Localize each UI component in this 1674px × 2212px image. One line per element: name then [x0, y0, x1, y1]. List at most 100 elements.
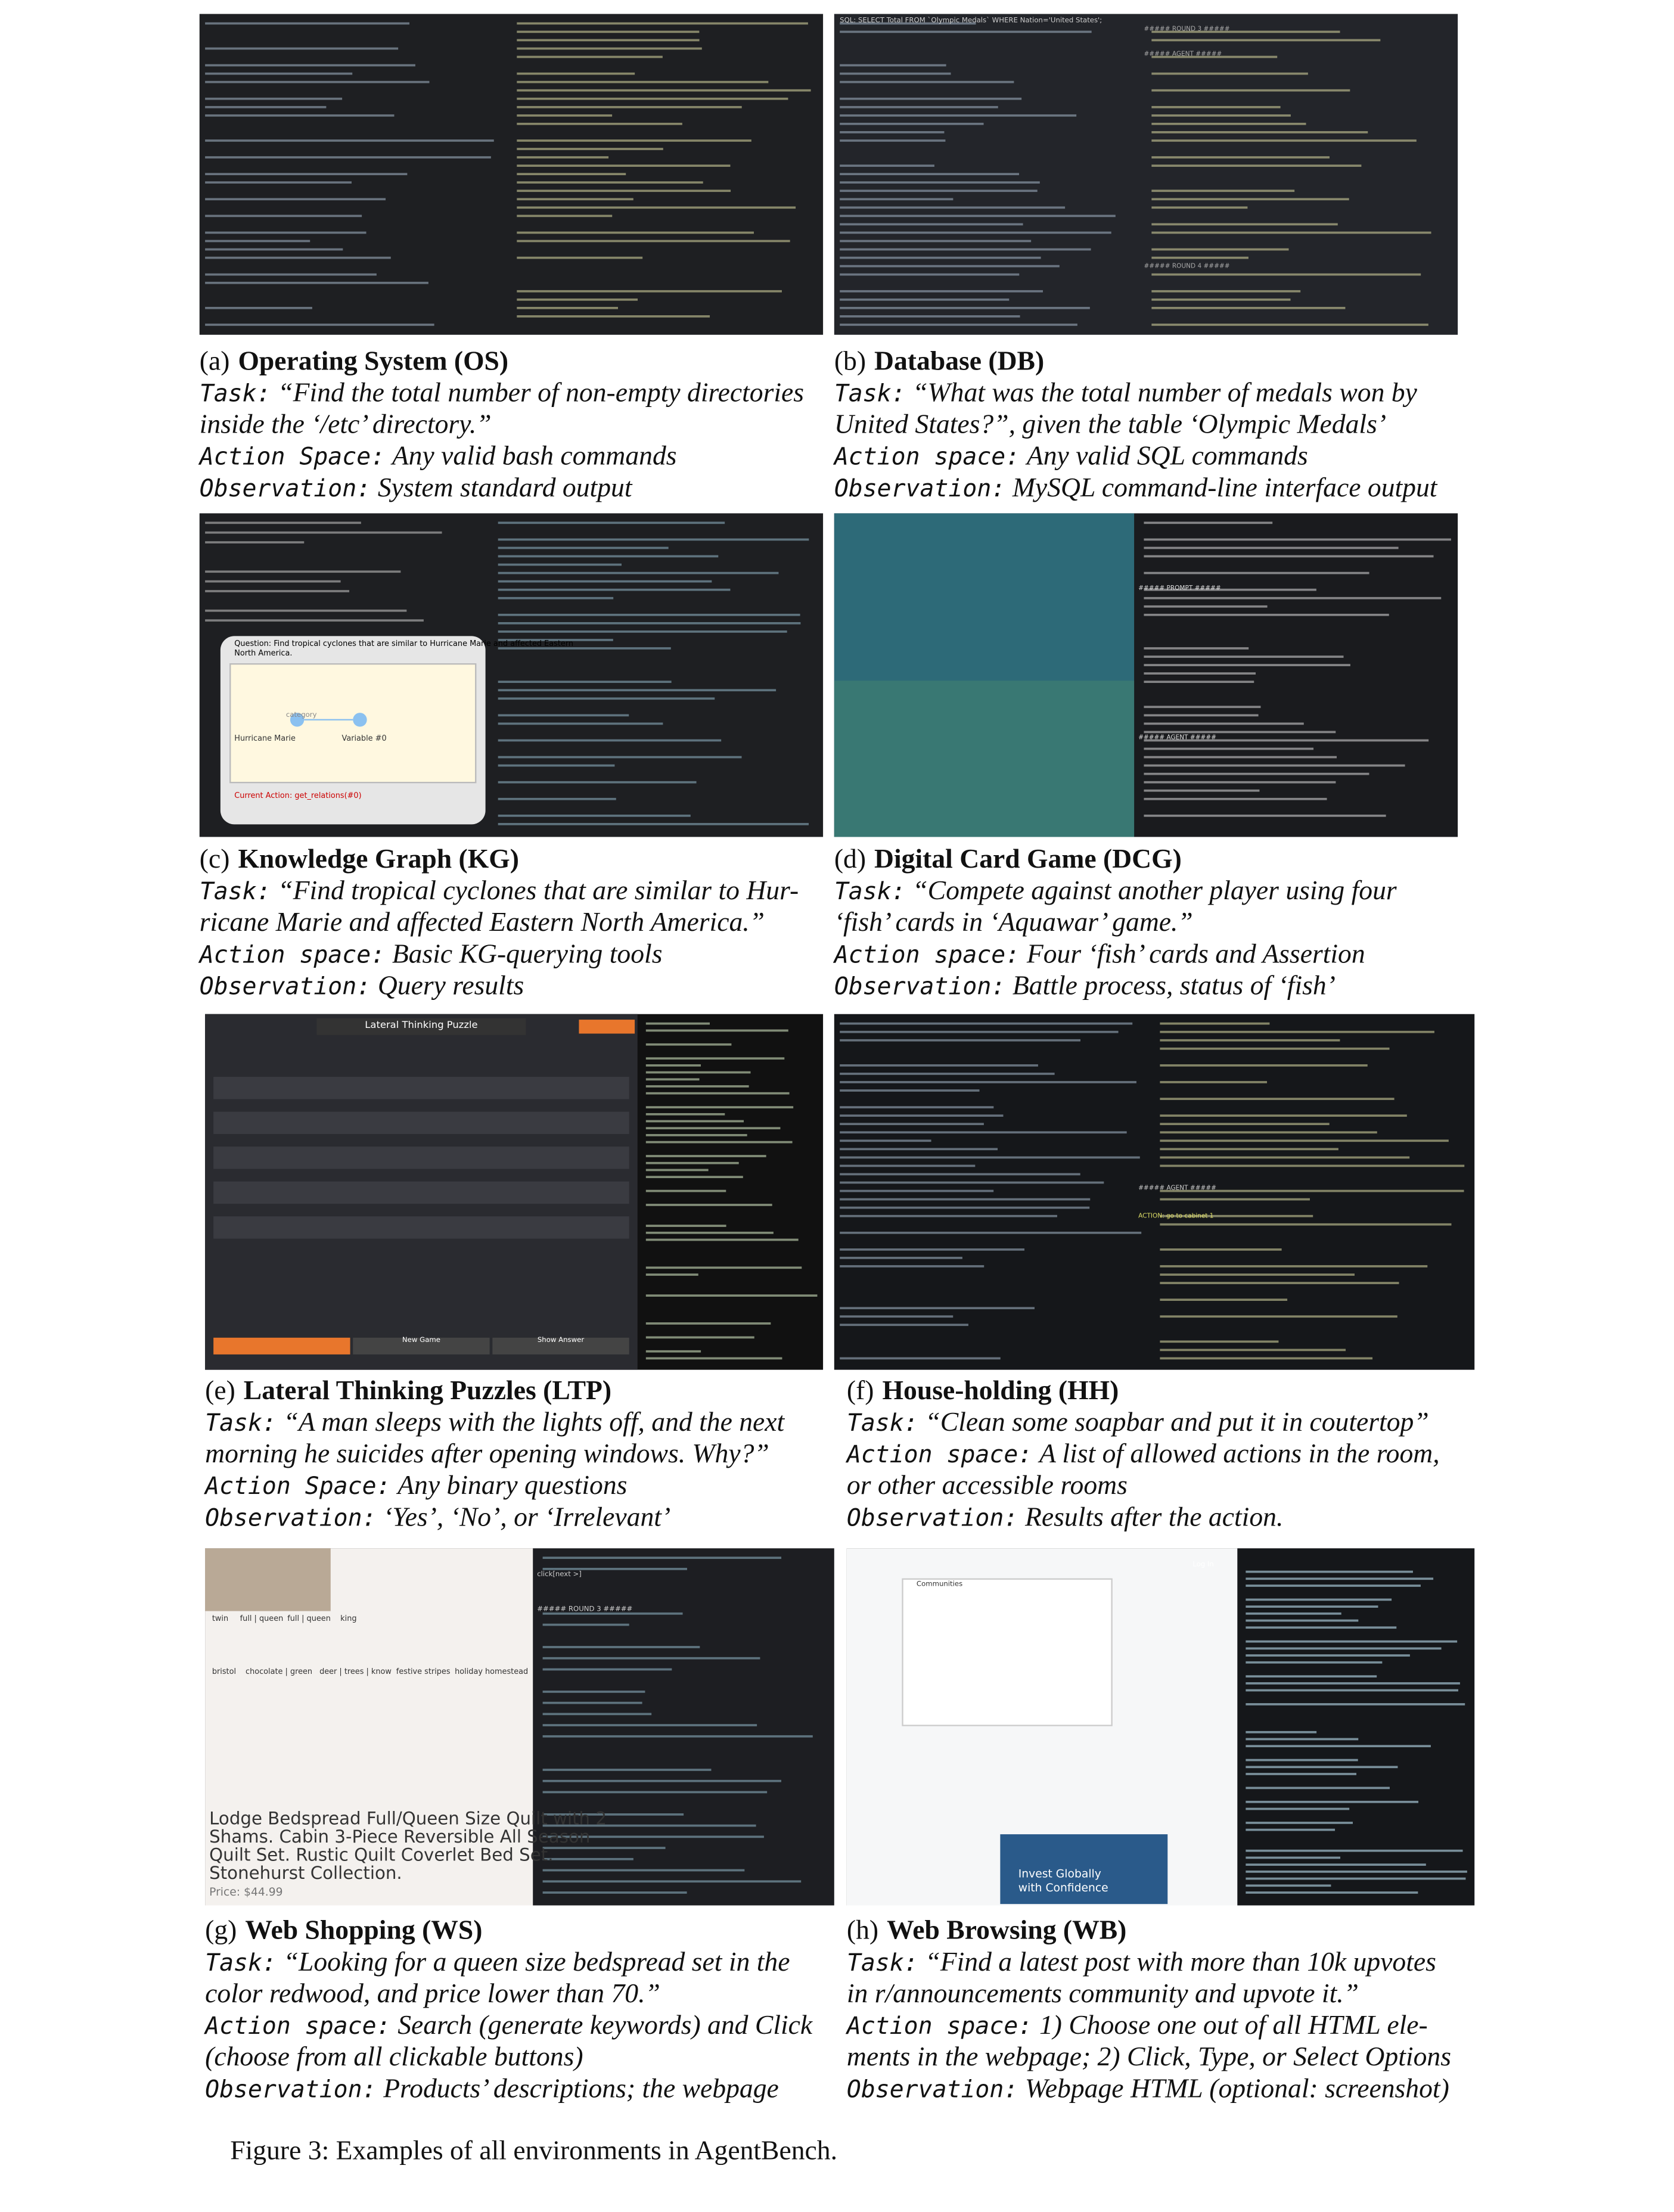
text-line	[840, 298, 1010, 301]
text-line	[517, 240, 790, 243]
text-line	[645, 1120, 744, 1123]
caption-key: Task:	[834, 380, 906, 407]
text-line	[1144, 521, 1273, 524]
text-line	[840, 231, 1111, 234]
screen-text: ##### AGENT #####	[1138, 1185, 1216, 1192]
caption-line: Action space: Search (generate keywords) …	[203, 2009, 813, 2040]
caption-text: “Find tropical cyclones that are similar…	[278, 875, 799, 905]
panel-title: (g) Web Shopping (WS)	[205, 1915, 482, 1945]
caption-line: ricane Marie and affected Eastern North …	[200, 906, 765, 937]
text-line	[840, 306, 1090, 309]
text-line	[1246, 1884, 1331, 1887]
text-line	[517, 215, 613, 218]
caption-line: inside the ‘/etc’ directory.”	[200, 409, 492, 439]
text-line	[517, 39, 700, 42]
screen-text: Communities	[917, 1579, 962, 1587]
text-line	[645, 1189, 726, 1192]
screen-text: ##### AGENT #####	[1144, 51, 1222, 58]
text-line	[840, 1114, 1004, 1117]
caption-text: in r/announcements community and upvote …	[847, 1978, 1359, 2008]
text-line	[1151, 105, 1281, 108]
text-line	[498, 546, 669, 549]
caption-key: Action space:	[845, 1441, 1032, 1468]
screen-text: North America.	[234, 649, 292, 658]
screen-text: chocolate | green	[246, 1667, 312, 1676]
caption-line: in r/announcements community and upvote …	[847, 1978, 1359, 2008]
text-line	[498, 764, 615, 767]
text-line	[1151, 164, 1362, 167]
text-line	[840, 1324, 968, 1326]
text-line	[1144, 797, 1327, 800]
text-line	[840, 215, 1116, 218]
text-line	[205, 256, 391, 259]
text-line	[1160, 1022, 1270, 1025]
text-line	[542, 1691, 645, 1693]
text-line	[1160, 1248, 1282, 1251]
text-line	[205, 181, 352, 184]
text-line	[542, 1646, 700, 1648]
panel-label: (a)	[200, 345, 230, 375]
text-line	[1144, 781, 1336, 784]
text-line	[498, 797, 616, 800]
caption-line: Action space: Basic KG-querying tools	[198, 938, 663, 968]
text-line	[1160, 1214, 1313, 1217]
text-line	[1151, 55, 1278, 58]
sea-floor	[834, 681, 1135, 837]
text-line	[205, 531, 442, 534]
text-line	[1246, 1891, 1418, 1894]
panel-name: Lateral Thinking Puzzles (LTP)	[244, 1375, 611, 1405]
caption-text: “Compete against another player using fo…	[912, 875, 1397, 905]
text-line	[840, 122, 984, 125]
caption-key: Observation:	[205, 2076, 376, 2103]
text-line	[205, 306, 312, 309]
caption-line: Task: “Compete against another player usi…	[834, 875, 1397, 905]
panel-label: (f)	[847, 1375, 874, 1405]
panel-name: Web Browsing (WB)	[887, 1915, 1126, 1945]
caption-key: Action space:	[833, 941, 1020, 968]
text-line	[1144, 588, 1316, 591]
text-line	[1160, 1340, 1279, 1343]
text-line	[1160, 1265, 1428, 1267]
panel-label: (g)	[205, 1915, 237, 1945]
text-line	[645, 1029, 788, 1032]
text-line	[1160, 1047, 1390, 1050]
product-img	[205, 1548, 331, 1611]
caption-key: Task:	[834, 878, 906, 905]
screen-text: holiday homestead	[455, 1667, 528, 1676]
text-line	[1144, 605, 1268, 608]
text-line	[1246, 1849, 1463, 1852]
text-line	[542, 1847, 666, 1849]
text-line	[1151, 156, 1330, 159]
text-line	[205, 97, 343, 100]
text-line	[840, 1206, 1090, 1209]
text-line	[498, 538, 809, 541]
caption-text: “Clean some soapbar and put it in couter…	[925, 1406, 1428, 1437]
text-line	[840, 139, 946, 142]
text-line	[1151, 198, 1349, 201]
text-line	[840, 114, 1077, 117]
screen-text: Shams. Cabin 3-Piece Reversible All Seas…	[209, 1826, 590, 1847]
screen-text: twin	[212, 1614, 228, 1623]
text-line	[517, 139, 751, 142]
text-line	[645, 1127, 781, 1130]
text-line	[205, 324, 434, 326]
text-line	[517, 206, 796, 209]
caption-text: morning he suicides after opening window…	[205, 1438, 769, 1468]
text-line	[840, 1214, 1057, 1217]
caption-text: Results after the action.	[1024, 1501, 1283, 1531]
text-line	[542, 1835, 764, 1838]
text-line	[1151, 189, 1295, 192]
text-line	[645, 1064, 701, 1067]
figure-caption: Figure 3: Examples of all environments i…	[230, 2135, 837, 2166]
text-line	[645, 1106, 794, 1108]
text-line	[498, 697, 715, 700]
text-line	[1160, 1139, 1449, 1142]
text-line	[517, 47, 702, 50]
text-line	[1144, 613, 1389, 616]
text-line	[1246, 1703, 1465, 1705]
text-line	[840, 1156, 1140, 1159]
text-line	[517, 156, 609, 159]
text-line	[517, 306, 619, 309]
text-line	[205, 541, 305, 543]
